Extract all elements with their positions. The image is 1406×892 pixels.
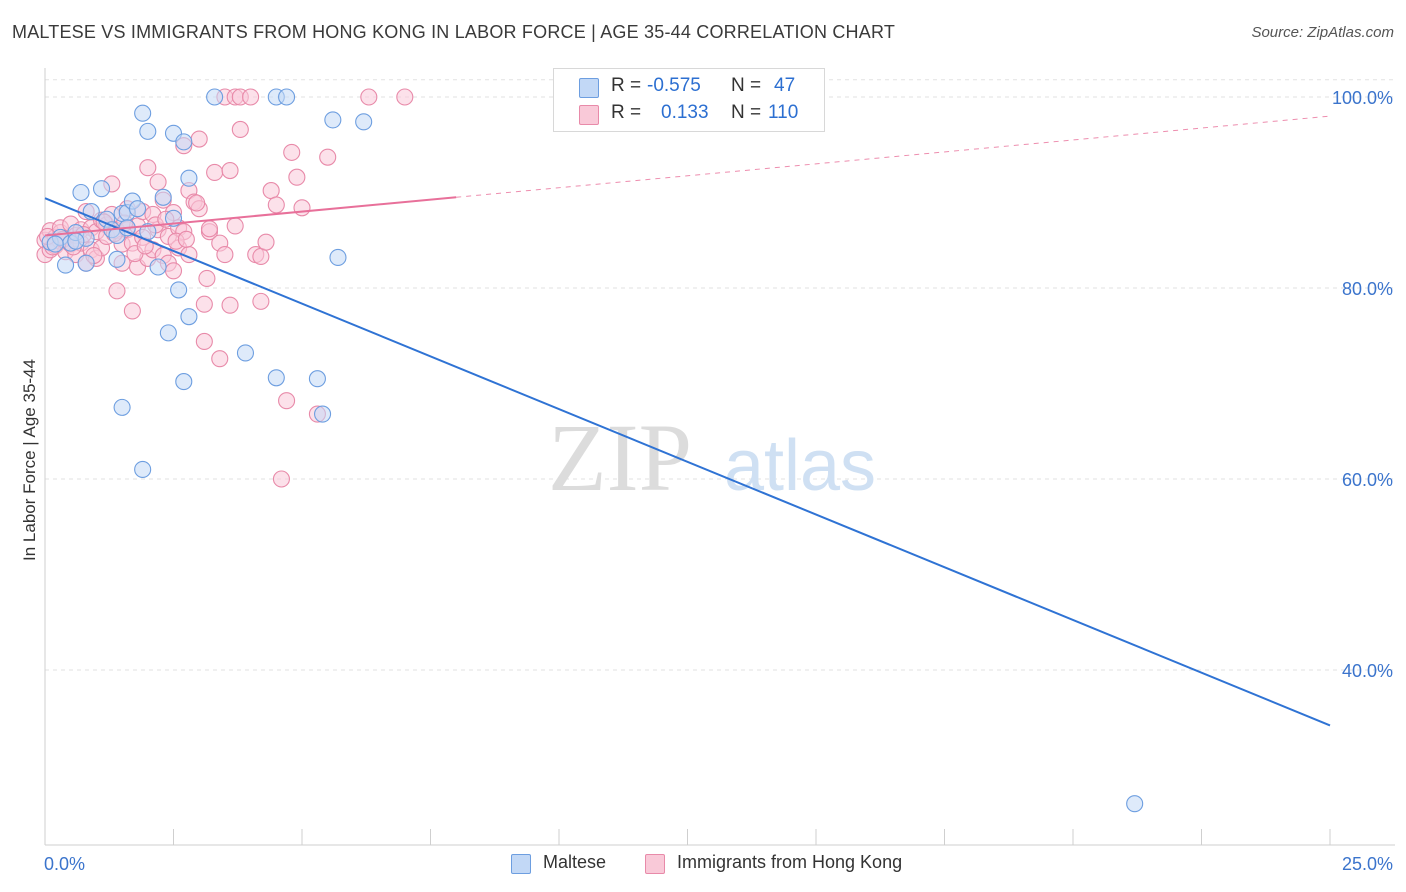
maltese-point [308, 370, 326, 388]
hong-kong-point [195, 295, 213, 313]
hong-kong-point [149, 173, 167, 191]
maltese-point [236, 344, 255, 362]
maltese-point [206, 88, 224, 106]
hong-kong-point [278, 392, 296, 410]
stats-r-value: -0.575 [647, 75, 701, 96]
hong-kong-point [195, 332, 213, 351]
maltese-point [108, 250, 126, 268]
maltese-point [175, 373, 193, 391]
hong-kong-point [108, 282, 126, 300]
hong-kong-point [267, 196, 285, 214]
hong-kong-point [177, 230, 195, 248]
stats-r-label: R = [611, 102, 642, 123]
x-tick-label: 25.0% [1342, 854, 1393, 874]
hong-kong-trend-extension [456, 115, 1331, 198]
hong-kong-point [211, 350, 229, 368]
y-tick-label: 80.0% [1342, 279, 1393, 299]
maltese-trend-line [44, 197, 1331, 727]
stats-box: R = -0.575 N = 47 R = 0.133 N = 110 [553, 68, 825, 132]
maltese-point [175, 133, 193, 151]
stats-n-value: 47 [774, 75, 796, 96]
hong-kong-point [319, 148, 337, 166]
maltese-point [329, 248, 347, 266]
hong-kong-point [293, 199, 311, 217]
maltese-point [46, 235, 64, 253]
hong-kong-point [164, 262, 183, 280]
hong-kong-point [396, 88, 414, 106]
y-axis-label: In Labor Force | Age 35-44 [20, 359, 39, 561]
maltese-point [355, 113, 373, 131]
hong-kong-trend-line [44, 196, 457, 237]
hong-kong-point [226, 217, 244, 235]
maltese-point [113, 398, 131, 416]
hong-kong-point [123, 302, 141, 320]
stats-r-value: 0.133 [661, 102, 709, 123]
stats-n-label: N = [731, 102, 762, 123]
watermark-zip: ZIP [548, 404, 692, 511]
maltese-point [128, 200, 147, 218]
maltese-point [149, 258, 167, 276]
hong-kong-point [242, 88, 260, 106]
stats-r-label: R = [611, 75, 642, 96]
maltese-point [267, 369, 285, 387]
hong-kong-point [288, 168, 306, 186]
maltese-point [72, 183, 90, 202]
hong-kong-point [283, 143, 301, 161]
trend-lines [44, 115, 1331, 727]
maltese-point [134, 460, 152, 479]
maltese-point [77, 254, 95, 272]
x-tick-label: 0.0% [44, 854, 85, 874]
hong-kong-point [231, 120, 249, 139]
maltese-point [67, 232, 85, 250]
maltese-point [57, 256, 75, 274]
source-label: Source: ZipAtlas.com [1251, 24, 1394, 41]
hong-kong-point [198, 269, 216, 288]
hong-kong-point [272, 470, 290, 488]
hong-kong-point [216, 246, 234, 264]
hong-kong-point [221, 161, 239, 180]
hong-kong-point [252, 292, 270, 310]
hong-kong-point [221, 296, 239, 314]
hong-kong-point [190, 130, 208, 148]
maltese-point [134, 104, 152, 122]
tick-labels: 100.0% 80.0% 60.0% 40.0% 0.0% 25.0% [44, 88, 1393, 874]
maltese-point [92, 180, 111, 198]
legend-label-maltese: Maltese [543, 852, 607, 872]
hong-kong-point [139, 159, 157, 177]
maltese-point [154, 188, 172, 206]
watermark-atlas: atlas [724, 426, 876, 506]
legend-label-hong-kong: Immigrants from Hong Kong [677, 852, 903, 872]
maltese-point [278, 88, 296, 106]
stats-swatch-hong-kong [579, 105, 599, 125]
maltese-point [314, 405, 332, 423]
hong-kong-point [262, 182, 280, 200]
hong-kong-point [257, 233, 275, 251]
y-tick-label: 40.0% [1342, 661, 1393, 681]
hong-kong-point [360, 88, 378, 106]
maltese-point [159, 324, 177, 342]
hong-kong-point [206, 163, 224, 181]
data-points [36, 88, 1144, 813]
hong-kong-point [252, 247, 270, 266]
maltese-point [180, 308, 198, 326]
maltese-point [139, 122, 157, 140]
hong-kong-point [200, 220, 219, 238]
legend: Maltese Immigrants from Hong Kong [0, 851, 1406, 879]
maltese-point [180, 169, 198, 187]
y-tick-label: 100.0% [1332, 88, 1393, 108]
maltese-point [1126, 795, 1144, 813]
hong-kong-point [188, 194, 206, 212]
chart-title: MALTESE VS IMMIGRANTS FROM HONG KONG IN … [12, 22, 896, 42]
legend-swatch-hong-kong [645, 854, 665, 874]
legend-swatch-maltese [511, 854, 531, 874]
stats-n-value: 110 [768, 102, 799, 123]
gridlines [45, 79, 1395, 671]
stats-n-label: N = [731, 75, 762, 96]
maltese-point [324, 111, 342, 129]
stats-swatch-maltese [579, 78, 599, 98]
maltese-point [170, 281, 188, 299]
axes [44, 68, 1395, 846]
y-tick-label: 60.0% [1342, 470, 1393, 490]
